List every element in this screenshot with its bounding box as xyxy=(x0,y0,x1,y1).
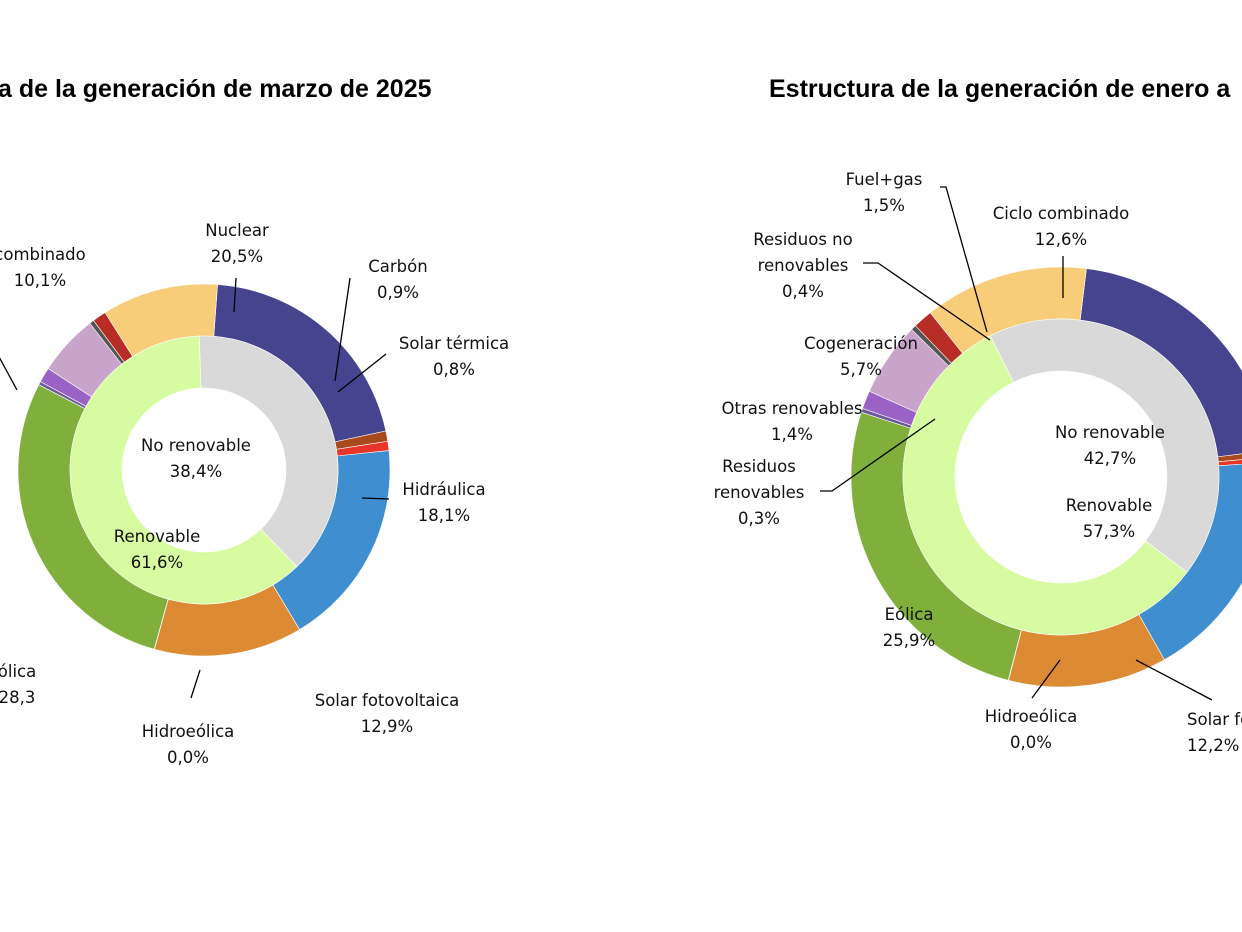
chart1-leader-carbon xyxy=(334,277,351,382)
chart1-leader-hidraulica xyxy=(361,497,390,500)
chart1-inner-label-renovable: Renovable 61,6% xyxy=(114,527,201,572)
chart2-leader-hidroeolica xyxy=(1031,659,1061,699)
chart2-leader-extra-0 xyxy=(1135,659,1213,701)
chart1-label-eolica: ólica 28,3 xyxy=(0,662,36,707)
chart1-title: a de la generación de marzo de 2025 xyxy=(0,75,432,103)
chart2-label-eolica: Eólica 25,9% xyxy=(883,605,935,650)
chart1-label-hidraulica: Hidráulica 18,1% xyxy=(402,480,485,525)
chart1-leader-extra-0 xyxy=(0,357,18,391)
chart2-label-cogeneracion: Cogeneración 5,7% xyxy=(804,334,918,379)
chart2-inner-label-no-renovable: No renovable 42,7% xyxy=(1055,423,1165,468)
chart2-label-ciclo-combinado: Ciclo combinado 12,6% xyxy=(993,204,1130,249)
chart2-inner-slice-renovable xyxy=(902,335,1188,636)
chart1-leader-nuclear xyxy=(233,277,237,313)
chart2-leader-residuos-renovables xyxy=(820,418,936,492)
chart1-inner-slice-no-renovable xyxy=(198,335,339,568)
chart2-label-residuos-renovables: Residuos renovables 0,3% xyxy=(714,457,805,528)
chart1-label-hidroeolica: Hidroeólica 0,0% xyxy=(142,722,235,767)
chart1-label-ciclo-combinado: combinado 10,1% xyxy=(0,245,86,290)
chart1-label-solar-fotovoltaica: Solar fotovoltaica 12,9% xyxy=(315,691,460,736)
chart2-label-hidroeolica: Hidroeólica 0,0% xyxy=(985,707,1078,752)
chart1-label-carbon: Carbón 0,9% xyxy=(368,257,427,302)
chart1-label-nuclear: Nuclear 20,5% xyxy=(205,221,269,266)
chart1-inner-slice-renovable xyxy=(69,335,298,605)
chart2-label-otras-renovables: Otras renovables 1,4% xyxy=(722,399,863,444)
chart1-inner-label-no-renovable: No renovable 38,4% xyxy=(141,436,251,481)
chart2-inner-slice-no-renovable xyxy=(989,318,1220,573)
chart2-label-residuos-no-renovables: Residuos no renovables 0,4% xyxy=(753,230,852,301)
chart1-label-solar-termica: Solar térmica 0,8% xyxy=(399,334,509,379)
chart1-leader-hidroeolica xyxy=(190,669,201,699)
chart1-leader-solar-termica xyxy=(337,353,387,393)
chart1-donut: Nuclear 20,5% Carbón 0,9% Solar térmica 0,8% H… xyxy=(0,221,509,767)
chart2-label-solar-fotovoltaica: Solar fotovo12,2% xyxy=(1187,710,1242,755)
chart2-leader-residuos-no-renovables xyxy=(863,262,991,341)
chart2-label-fuel-gas: Fuel+gas 1,5% xyxy=(846,170,923,215)
chart2-inner-label-renovable: Renovable 57,3% xyxy=(1066,496,1153,541)
chart2-title: Estructura de la generación de enero a xyxy=(769,75,1231,103)
chart2-leader-fuel-gas xyxy=(940,186,988,333)
